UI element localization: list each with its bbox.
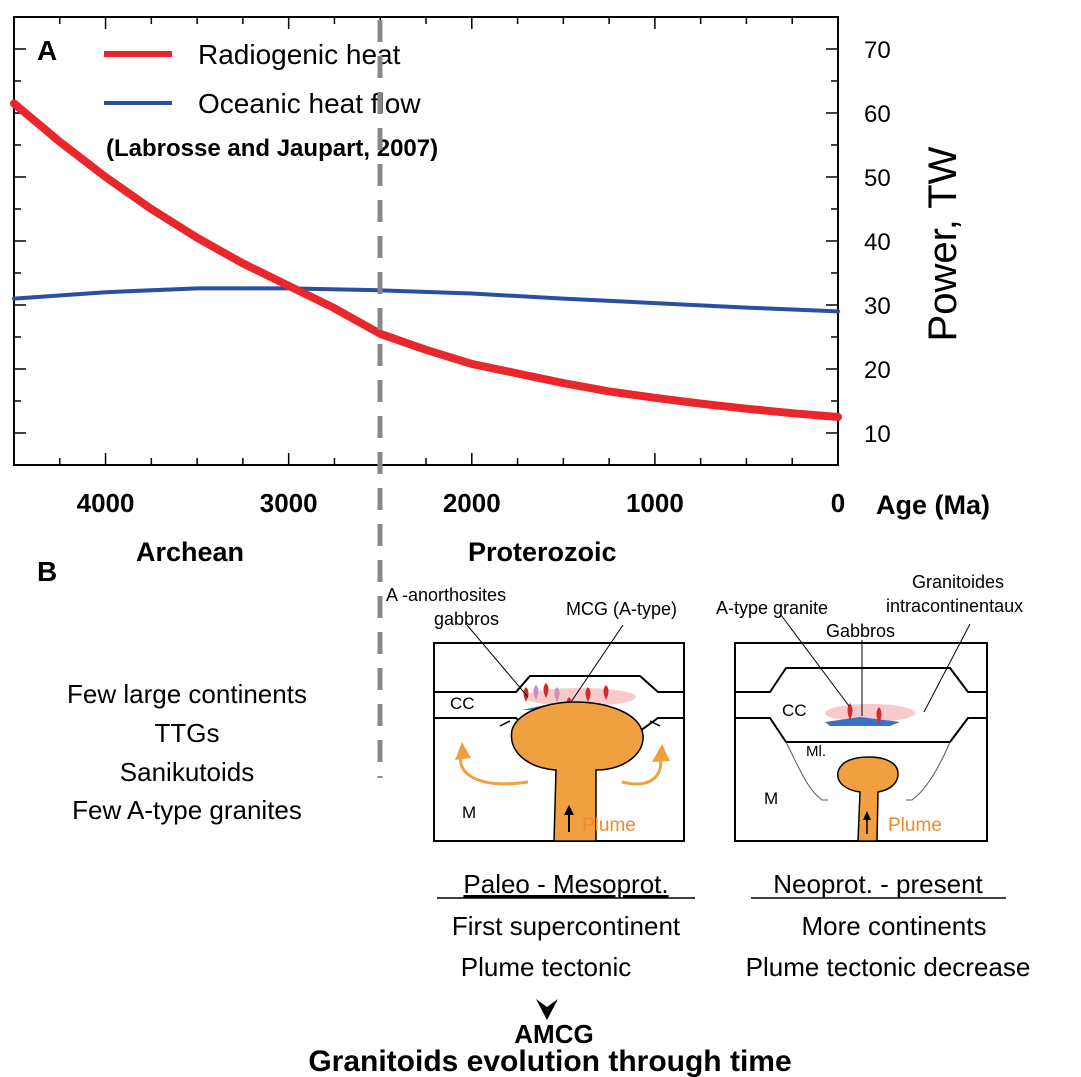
y-tick-label: 20 [864, 357, 891, 384]
y-tick-label: 10 [864, 421, 891, 448]
label-mantle: M [764, 789, 778, 808]
plot-frame [13, 16, 839, 466]
callout-gabbros: Gabbros [826, 621, 895, 641]
label-ml: Ml. [806, 743, 826, 760]
panel-b: B Few large continents TTGs Sanikutoids … [37, 556, 1030, 1077]
y-tick-label: 60 [864, 101, 891, 128]
x-tick-label: 2000 [443, 488, 501, 518]
label-plume: Plume [888, 815, 942, 836]
down-arrowhead-icon [536, 999, 558, 1020]
diagram1-caption: Plume tectonic [461, 952, 632, 982]
callout-anorthosites: A -anorthosites [386, 585, 506, 605]
callout-mcg: MCG (A-type) [566, 599, 677, 619]
footer-title: Granitoids evolution through time [308, 1045, 791, 1077]
gabbro-layer [825, 717, 900, 726]
diagram2-title: Neoprot. - present [773, 869, 983, 899]
archean-item: Few A-type granites [72, 795, 302, 825]
arrowhead [863, 811, 871, 820]
label-cc: CC [782, 701, 807, 720]
label-plume: Plume [582, 815, 636, 836]
diagram2-caption: More continents [802, 911, 987, 941]
amcg-label: AMCG [514, 1019, 593, 1049]
label-cc: CC [450, 694, 475, 713]
plume [837, 756, 899, 842]
archean-characteristics: Few large continents TTGs Sanikutoids Fe… [67, 679, 307, 825]
x-axis-label: Age (Ma) [876, 490, 990, 520]
legend-citation: (Labrosse and Jaupart, 2007) [106, 135, 438, 162]
callout-line [780, 614, 850, 707]
y-axis-label: Power, TW [921, 146, 965, 341]
callout-line [570, 624, 624, 703]
y-tick-label: 50 [864, 165, 891, 192]
series-radiogenic-heat-line [10, 99, 842, 421]
label-mantle: M [462, 803, 476, 822]
callout-intracontinentaux: intracontinentaux [886, 596, 1023, 616]
diagram1-title: Paleo - Mesoprot. [463, 869, 668, 899]
callout-gabbros: gabbros [434, 609, 499, 629]
diagram-neoprot-present: CC Ml. M Plume A-type granite Gabbros Gr… [716, 572, 1023, 842]
legend-oceanic-label: Oceanic heat flow [198, 88, 421, 119]
legend-radiogenic-label: Radiogenic heat [198, 39, 401, 70]
y-tick-label: 40 [864, 229, 891, 256]
callout-line [923, 623, 971, 713]
diagram2-caption: Plume tectonic decrease [746, 952, 1031, 982]
archean-item: Sanikutoids [120, 757, 254, 787]
callout-a-type-granite: A-type granite [716, 598, 828, 618]
diagram-paleo-mesoprot: CC M Plume A -anorthosites gabbros MCG (… [386, 585, 685, 842]
x-tick-label: 4000 [77, 488, 135, 518]
series-group [10, 99, 842, 421]
arrowhead [652, 744, 670, 762]
y-axis-ticks: 10 20 30 40 50 60 70 [14, 16, 891, 466]
archean-item: TTGs [155, 718, 220, 748]
x-axis-ticks: 4000 3000 2000 1000 0 [13, 17, 845, 518]
y-tick-label: 70 [864, 37, 891, 64]
crust-flow-arrow-right [649, 720, 661, 727]
diagram1-caption: First supercontinent [452, 911, 681, 941]
callout-granitoides: Granitoides [912, 572, 1004, 592]
crust-flow-arrow-left [499, 720, 511, 727]
arrowhead [564, 805, 574, 815]
x-tick-label: 1000 [626, 488, 684, 518]
plume [510, 701, 644, 842]
y-tick-label: 30 [864, 293, 891, 320]
arrowhead [455, 742, 471, 760]
granite-diapirs [523, 683, 609, 712]
series-oceanic-heat-flow-line [12, 286, 840, 314]
granite-diapirs [847, 703, 882, 724]
panel-b-label: B [37, 556, 57, 587]
intrusion-zone-pink [825, 704, 915, 722]
panel-a-label: A [37, 35, 57, 66]
archean-item: Few large continents [67, 679, 307, 709]
x-tick-label: 0 [831, 488, 845, 518]
eon-proterozoic: Proterozoic [468, 537, 617, 567]
lithosphere-base [785, 741, 951, 801]
callout-line [466, 624, 529, 698]
x-tick-label: 3000 [260, 488, 318, 518]
eon-archean: Archean [136, 537, 244, 567]
panel-a: 4000 3000 2000 1000 0 10 20 30 40 50 60 70 A Radio… [10, 16, 990, 567]
